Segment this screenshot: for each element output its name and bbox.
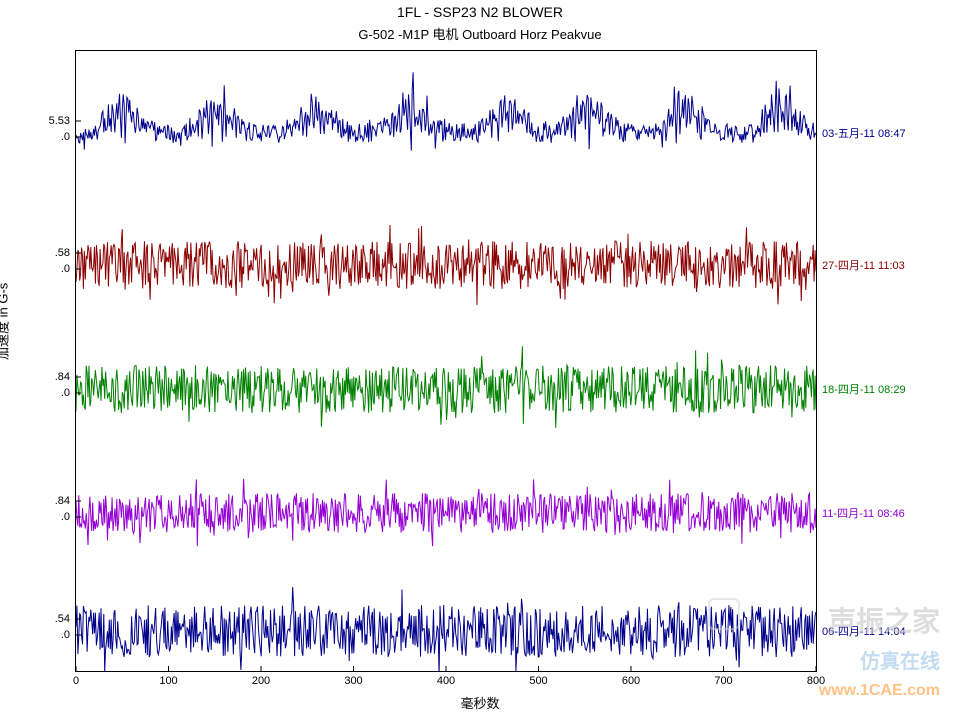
chart-title-line1: 1FL - SSP23 N2 BLOWER: [0, 4, 960, 20]
series-date-label: 27-四月-11 11:03: [816, 257, 905, 273]
x-axis-label: 毫秒数: [0, 693, 960, 712]
x-tick-label: 200: [252, 671, 270, 687]
waveform-series-0: [76, 72, 816, 150]
x-tick-label: 0: [73, 671, 79, 687]
x-tick-label: 600: [622, 671, 640, 687]
series-date-label: 03-五月-11 08:47: [816, 125, 906, 141]
y-tick-bottom: .0: [61, 263, 76, 275]
y-tick-bottom: .0: [61, 511, 76, 523]
watermark-text-2: 仿真在线: [860, 645, 940, 674]
x-tick-label: 500: [529, 671, 547, 687]
waveform-series-2: [76, 346, 816, 427]
y-tick-bottom: .0: [61, 629, 76, 641]
x-tick-label: 100: [159, 671, 177, 687]
watermark-text-1: 声振之家: [828, 600, 940, 640]
x-tick-label: 700: [714, 671, 732, 687]
plot-area: 01002003004005006007008005.53.003-五月-11 …: [75, 50, 817, 672]
y-tick-top: .84: [55, 495, 76, 507]
waveform-series-3: [76, 479, 816, 546]
chart-title-line2: G-502 -M1P 电机 Outboard Horz Peakvue: [0, 24, 960, 43]
x-tick-label: 300: [344, 671, 362, 687]
y-tick-top: .58: [55, 247, 76, 259]
series-date-label: 11-四月-11 08:46: [816, 505, 905, 521]
y-tick-bottom: .0: [61, 131, 76, 143]
y-tick-top: .54: [55, 613, 76, 625]
y-tick-top: .84: [55, 371, 76, 383]
x-tick-label: 400: [437, 671, 455, 687]
waveform-series-4: [76, 587, 816, 671]
watermark-text-3: www.1CAE.com: [819, 682, 940, 700]
y-tick-top: 5.53: [49, 115, 76, 127]
y-tick-bottom: .0: [61, 387, 76, 399]
y-axis-label: 加速度 in G-s: [0, 283, 12, 360]
waveform-series-1: [76, 225, 816, 305]
series-date-label: 18-四月-11 08:29: [816, 381, 906, 397]
watermark-wechat-icon: [708, 598, 740, 630]
